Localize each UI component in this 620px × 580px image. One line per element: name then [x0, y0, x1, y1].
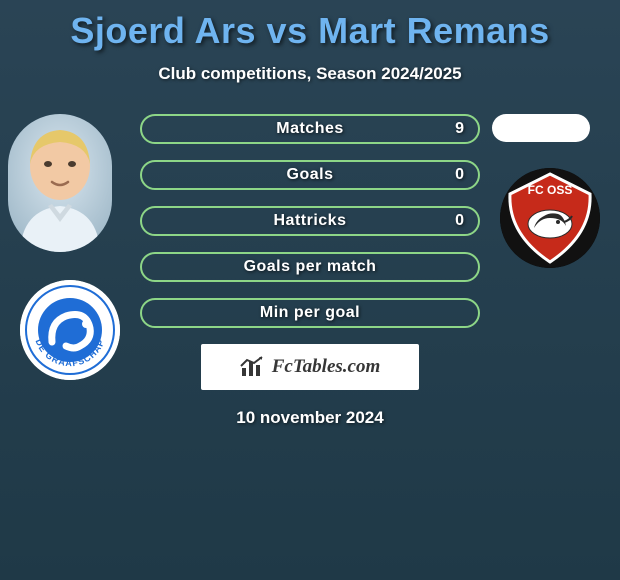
- stat-label: Goals: [287, 166, 334, 184]
- stat-row-hattricks: Hattricks 0: [140, 206, 480, 236]
- stat-label: Matches: [276, 120, 344, 138]
- stat-value-right: 9: [455, 120, 464, 138]
- stat-value-right: 0: [455, 166, 464, 184]
- stat-row-matches: Matches 9: [140, 114, 480, 144]
- svg-text:FC OSS: FC OSS: [528, 183, 573, 197]
- page-title: Sjoerd Ars vs Mart Remans: [0, 0, 620, 52]
- de-graafschap-logo-icon: DE GRAAFSCHAP: [20, 280, 120, 380]
- brand-badge[interactable]: FcTables.com: [201, 344, 419, 390]
- stat-row-goals: Goals 0: [140, 160, 480, 190]
- stat-value-right: 0: [455, 212, 464, 230]
- fc-oss-logo-icon: FC OSS: [500, 168, 600, 268]
- player-left-avatar: [8, 114, 112, 252]
- stat-row-min-per-goal: Min per goal: [140, 298, 480, 328]
- stat-rows: Matches 9 Goals 0 Hattricks 0 Goals per …: [140, 114, 480, 328]
- player-right-avatar: [492, 114, 590, 142]
- subtitle: Club competitions, Season 2024/2025: [0, 64, 620, 84]
- stat-label: Hattricks: [274, 212, 347, 230]
- brand-text: FcTables.com: [272, 356, 381, 378]
- bar-chart-icon: [240, 356, 266, 378]
- stat-row-goals-per-match: Goals per match: [140, 252, 480, 282]
- stat-label: Min per goal: [260, 304, 360, 322]
- player-portrait-icon: [8, 114, 112, 252]
- club-badge-right: FC OSS: [500, 168, 600, 268]
- date-line: 10 november 2024: [0, 408, 620, 428]
- stat-label: Goals per match: [244, 258, 377, 276]
- club-badge-left: DE GRAAFSCHAP: [20, 280, 120, 380]
- stats-area: DE GRAAFSCHAP FC OSS Matches 9 Goals 0 H…: [0, 114, 620, 428]
